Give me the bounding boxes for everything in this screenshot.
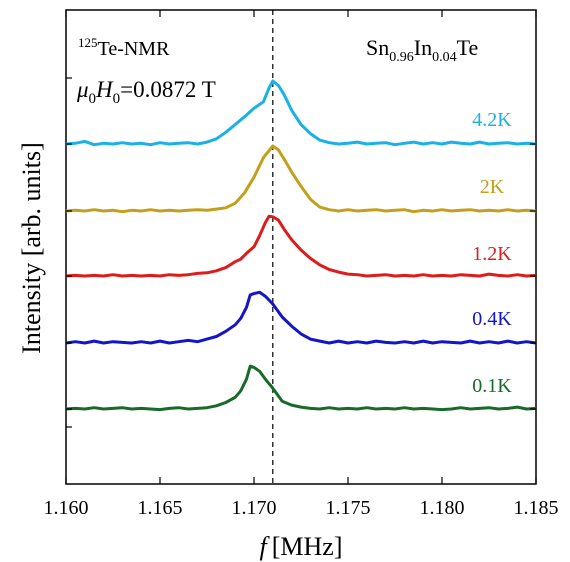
field-mu: μ [76, 77, 89, 102]
plot-frame [65, 9, 537, 485]
nucleus-superscript: 125 [78, 35, 98, 50]
nucleus-label: Te-NMR [98, 38, 171, 60]
nucleus-annotation: 125Te-NMR [78, 35, 170, 60]
x-tick-label: 1.175 [326, 497, 371, 519]
x-axis-unit: [MHz] [272, 532, 343, 561]
spectrum-line-0p1k [65, 364, 537, 412]
y-axis-title: Intensity [arb. units] [17, 142, 46, 354]
x-tick-label: 1.165 [138, 497, 183, 519]
compound-sn: Sn [366, 35, 389, 60]
x-axis-title: f [MHz] [260, 532, 343, 561]
series-label-1p2k: 1.2K [472, 243, 512, 265]
field-value: =0.0872 T [120, 77, 216, 102]
compound-sn-subscript: 0.96 [389, 50, 414, 65]
compound-in-subscript: 0.04 [432, 50, 457, 65]
series-label-0p1k: 0.1K [472, 375, 512, 397]
x-tick-label: 1.185 [514, 497, 559, 519]
series-label-0p4k: 0.4K [472, 308, 512, 330]
x-tick-label: 1.160 [44, 497, 89, 519]
x-tick-label: 1.170 [232, 497, 277, 519]
x-axis-ticks: 1.160 1.165 1.170 1.175 1.180 1.185 [44, 10, 559, 519]
series-group: 4.2K 2K 1.2K 0.4K 0.1K [65, 77, 537, 428]
spectrum-line-1p2k [65, 214, 537, 278]
field-h: H [95, 77, 114, 102]
x-tick-label: 1.180 [420, 497, 465, 519]
field-annotation: μ0H0=0.0872 T [76, 77, 216, 107]
spectrum-line-2k [65, 144, 537, 214]
series-label-2k: 2K [480, 176, 505, 198]
compound-annotation: Sn0.96In0.04Te [366, 35, 478, 65]
series-label-4p2k: 4.2K [472, 109, 512, 131]
x-axis-variable: f [260, 532, 271, 561]
spectrum-line-4p2k [65, 79, 537, 147]
compound-te: Te [457, 35, 479, 60]
spectrum-line-0p4k [65, 290, 537, 345]
field-mu-subscript: 0 [89, 91, 97, 107]
field-h-subscript: 0 [113, 91, 121, 107]
compound-in: In [414, 35, 432, 60]
